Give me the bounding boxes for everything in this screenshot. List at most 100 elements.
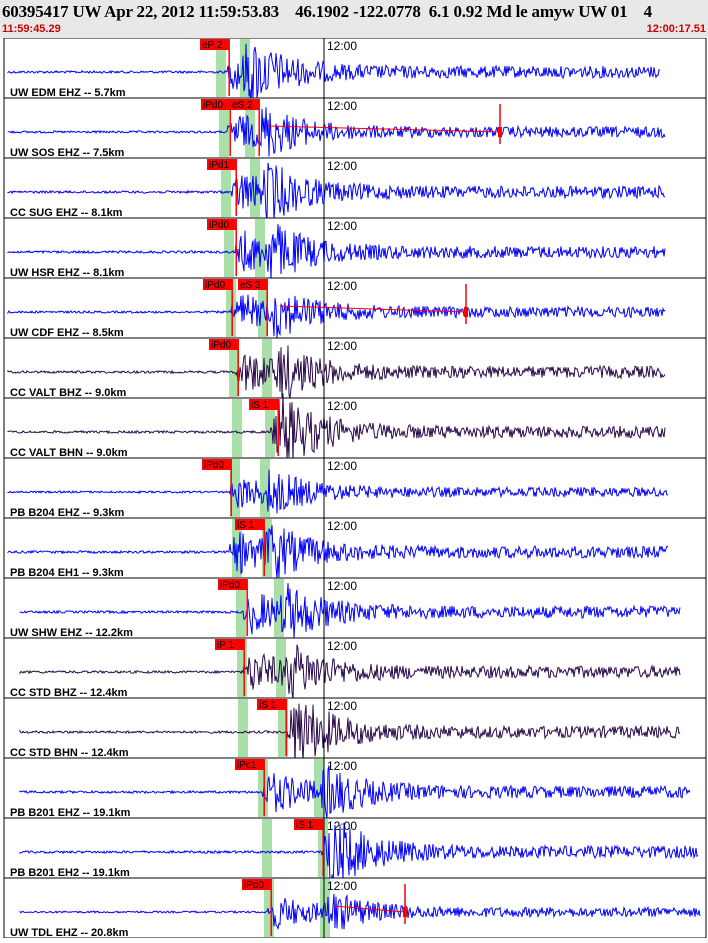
coda-end-handle[interactable] [498, 127, 502, 137]
coda-end-handle[interactable] [403, 907, 407, 917]
time-marker-label: 12:00 [327, 159, 357, 173]
phase-pick[interactable]: iPd0 [242, 879, 272, 936]
p-moveout-band [229, 339, 239, 397]
station-label: CC VALT BHN -- 9.0km [10, 447, 128, 459]
time-marker-label: 12:00 [327, 819, 357, 833]
pick-label: iPd0 [204, 460, 224, 471]
waveform-trace [7, 345, 666, 399]
s-moveout-band [245, 99, 255, 157]
pick-flag[interactable] [203, 279, 233, 290]
phase-pick[interactable]: iS 1 [294, 819, 324, 876]
station-panel[interactable]: 12:00 iPd0 UW TDL EHZ -- 20.8km [3, 877, 707, 939]
phase-pick[interactable]: eS 3 [238, 279, 268, 336]
station-panel[interactable]: 12:00 iP 1 CC STD BHZ -- 12.4km [3, 637, 707, 700]
p-moveout-band [221, 159, 231, 217]
station-panel[interactable]: 12:00 iS 1 PB B204 EH1 -- 9.3km [3, 517, 707, 579]
station-panel[interactable]: 12:00 iPd0 UW HSR EHZ -- 8.1km [3, 217, 707, 281]
p-moveout-band [232, 399, 242, 457]
time-marker-label: 12:00 [327, 579, 357, 593]
phase-pick[interactable]: iPd0 [203, 279, 233, 336]
time-marker-label: 12:00 [327, 279, 357, 293]
station-label: CC STD BHN -- 12.4km [10, 747, 129, 759]
phase-pick[interactable]: iPc1 [235, 759, 265, 816]
pick-flag[interactable] [257, 699, 287, 710]
station-panel[interactable]: 12:00 iPd0 eS 3 UW CDF EHZ -- 8.5km [3, 277, 707, 339]
waveform-trace [19, 765, 691, 819]
station-panel[interactable]: 12:00 iPc1 PB B201 EHZ -- 19.1km [3, 757, 707, 819]
pick-flag[interactable] [235, 519, 265, 530]
station-panel[interactable]: 12:00 eP 2 UW EDM EHZ -- 5.7km [3, 37, 707, 105]
p-moveout-band [264, 879, 274, 937]
s-moveout-band [255, 219, 265, 277]
station-label: UW SHW EHZ -- 12.2km [10, 627, 133, 639]
pick-label: iPd0 [203, 100, 223, 111]
time-marker-label: 12:00 [327, 219, 357, 233]
station-panel[interactable]: 12:00 iPd0 eS 2 UW SOS EHZ -- 7.5km [3, 97, 707, 159]
pick-flag[interactable] [238, 279, 268, 290]
station-panel[interactable]: 12:00 iPd1 CC SUG EHZ -- 8.1km [3, 157, 707, 221]
pick-label: iS 1 [237, 520, 255, 531]
seismogram-plot[interactable]: 12:00 eP 2 UW EDM EHZ -- 5.7km 12:00 iPd0 eS … [0, 37, 708, 939]
station-label: UW SOS EHZ -- 7.5km [10, 147, 125, 159]
pick-label: iS 1 [296, 820, 314, 831]
station-label: CC STD BHZ -- 12.4km [10, 687, 128, 699]
pick-label: iPd0 [244, 880, 264, 891]
time-marker-label: 12:00 [327, 399, 357, 413]
pick-flag[interactable] [202, 459, 232, 470]
pick-flag[interactable] [294, 819, 324, 830]
pick-flag[interactable] [207, 159, 237, 170]
pick-flag[interactable] [209, 339, 239, 350]
station-panel[interactable]: 12:00 iS 1 CC VALT BHN -- 9.0km [3, 393, 707, 463]
s-moveout-band [278, 699, 288, 757]
pick-label: iS 1 [259, 700, 277, 711]
pick-label: iPd0 [209, 220, 229, 231]
pick-flag[interactable] [235, 759, 265, 770]
waveform-trace [19, 583, 681, 639]
phase-pick[interactable]: eP 2 [200, 39, 230, 96]
panel-frame [3, 457, 707, 519]
window-end-time: 12:00:17.51 [646, 23, 706, 35]
waveform-trace [19, 893, 701, 931]
s-moveout-band [258, 279, 268, 337]
pick-flag[interactable] [207, 219, 237, 230]
pick-flag[interactable] [218, 579, 248, 590]
phase-pick[interactable]: iS 1 [257, 699, 287, 756]
time-marker-label: 12:00 [327, 759, 357, 773]
coda-duration-line [279, 305, 467, 313]
pick-label: iPd1 [209, 160, 229, 171]
pick-label: iP 1 [217, 640, 234, 651]
phase-pick[interactable]: iPd0 [218, 579, 248, 636]
pick-flag[interactable] [201, 99, 231, 110]
waveform-trace [7, 43, 661, 105]
station-panel[interactable]: 12:00 iPd0 UW SHW EHZ -- 12.2km [3, 577, 707, 639]
p-moveout-band [224, 219, 234, 277]
p-moveout-band [237, 639, 247, 697]
pick-flag[interactable] [215, 639, 245, 650]
pick-flag[interactable] [230, 99, 260, 110]
phase-pick[interactable]: eS 2 [230, 99, 260, 156]
p-moveout-band [232, 519, 242, 577]
phase-pick[interactable]: iS 1 [249, 399, 279, 456]
record-header: 60395417 UW Apr 22, 2012 11:59:53.83 46.… [0, 0, 708, 38]
pick-flag[interactable] [200, 39, 230, 50]
station-label: UW CDF EHZ -- 8.5km [10, 327, 124, 339]
time-marker-label: 12:00 [327, 639, 357, 653]
pick-flag[interactable] [242, 879, 272, 890]
station-panel[interactable]: 12:00 iPd0 PB B204 EHZ -- 9.3km [3, 457, 707, 519]
p-moveout-band [219, 99, 229, 157]
coda-end-handle[interactable] [464, 307, 468, 317]
pick-flag[interactable] [249, 399, 279, 410]
s-moveout-band [250, 159, 260, 217]
p-moveout-band [262, 819, 272, 877]
phase-pick[interactable]: iPd0 [209, 339, 239, 396]
phase-pick[interactable]: iS 1 [235, 519, 265, 576]
phase-pick[interactable]: iP 1 [215, 639, 245, 696]
coda-duration-line [267, 125, 501, 133]
pick-label: iPd0 [205, 280, 225, 291]
phase-pick[interactable]: iPd0 [207, 219, 237, 276]
phase-pick[interactable]: iPd1 [207, 159, 237, 216]
phase-pick[interactable]: iPd0 [202, 459, 232, 516]
station-panel[interactable]: 12:00 iPd0 CC VALT BHZ -- 9.0km [3, 337, 707, 399]
station-panel[interactable]: 12:00 iS 1 CC STD BHN -- 12.4km [3, 697, 707, 767]
s-moveout-band [274, 579, 284, 637]
